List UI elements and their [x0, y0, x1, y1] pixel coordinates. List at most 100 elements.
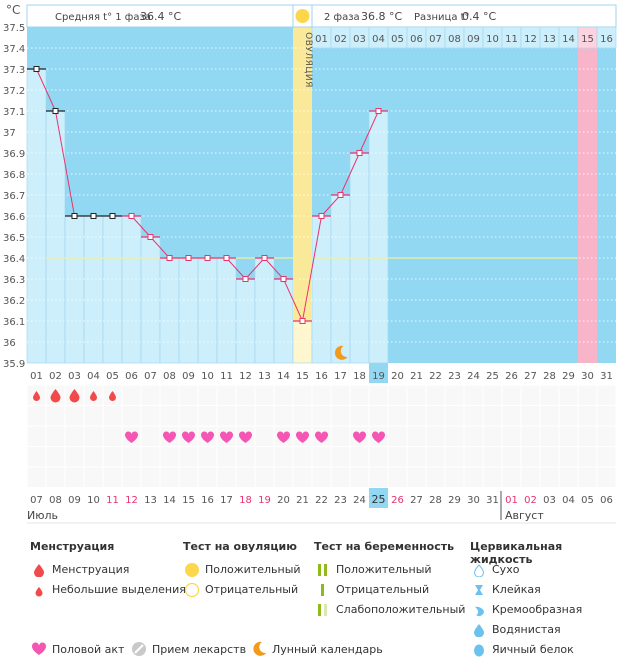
cycle-day-label: 15	[296, 371, 309, 382]
calendar-date-label: 12	[125, 495, 138, 506]
calendar-date-label: 31	[486, 495, 499, 506]
phase1-label: Средняя t° 1 фаза	[55, 12, 151, 23]
cycle-day-label: 19	[372, 371, 385, 382]
temperature-point	[375, 108, 382, 114]
heart-icon	[238, 431, 253, 443]
temperature-point	[109, 213, 116, 219]
blood-drop-icon	[30, 562, 48, 578]
legend-item: Небольшие выделения	[30, 580, 186, 600]
calendar-date-label: 28	[429, 495, 442, 506]
luteal-day-label: 02	[334, 34, 347, 45]
legend-cervical-fluid: Цервикальная жидкость Сухо Клейкая Кремо…	[470, 540, 626, 660]
temperature-bar	[197, 257, 218, 364]
current-day-highlight	[369, 363, 388, 383]
temperature-point	[299, 318, 306, 324]
cycle-day-label: 23	[448, 371, 461, 382]
luteal-day-label: 03	[353, 34, 366, 45]
cycle-day-label: 20	[391, 371, 404, 382]
ovulation-positive-icon	[295, 9, 310, 23]
legend-label: Отрицательный	[205, 583, 299, 596]
phase1-value: 36.4 °C	[140, 10, 181, 23]
luteal-day-label: 07	[429, 34, 442, 45]
cycle-day-label: 11	[220, 371, 233, 382]
luteal-day-label: 16	[600, 34, 613, 45]
calendar-date-label: 30	[467, 495, 480, 506]
legend-label: Лунный календарь	[272, 642, 383, 656]
cycle-day-label: 07	[144, 371, 157, 382]
calendar-date-label: 15	[182, 495, 195, 506]
temperature-point	[204, 255, 211, 261]
moon-icon	[334, 345, 348, 360]
legend-item: Яичный белок	[470, 640, 626, 660]
cycle-day-label: 22	[429, 371, 442, 382]
legend-label: Половой акт	[52, 642, 125, 656]
luteal-day-label: 01	[315, 34, 328, 45]
legend: Менструация Менструация Небольшие выделе…	[0, 540, 626, 657]
luteal-day-label: 09	[467, 34, 480, 45]
cycle-day-label: 14	[277, 371, 290, 382]
heart-icon	[352, 431, 367, 443]
dry-drop-icon	[470, 562, 488, 578]
temperature-point	[261, 255, 268, 261]
temperature-point	[337, 192, 344, 198]
legend-intercourse: Половой акт	[30, 641, 124, 657]
legend-label: Менструация	[52, 563, 130, 576]
cycle-day-label: 30	[581, 371, 594, 382]
cycle-day-label: 16	[315, 371, 328, 382]
cycle-day-label: 01	[30, 371, 43, 382]
legend-title: Цервикальная жидкость	[470, 540, 563, 566]
temperature-point	[147, 234, 154, 240]
temperature-point	[71, 213, 78, 219]
legend-label: Небольшие выделения	[52, 583, 186, 596]
legend-item: Водянистая	[470, 620, 626, 640]
luteal-day-label: 05	[391, 34, 404, 45]
cycle-day-label: 08	[163, 371, 176, 382]
temperature-bar	[254, 257, 275, 364]
calendar-date-label: 26	[391, 495, 404, 506]
y-tick-label: 37.5	[3, 23, 25, 34]
expected-period-column	[578, 5, 597, 363]
luteal-day-cell	[596, 26, 617, 49]
calendar-date-label: 10	[87, 495, 100, 506]
negative-circle-icon	[183, 582, 201, 598]
legend-moon: Лунный календарь	[250, 641, 383, 657]
diff-label: Разница t°	[414, 12, 470, 23]
temperature-bar	[159, 257, 180, 364]
one-line-icon	[314, 582, 332, 598]
cycle-day-label: 13	[258, 371, 271, 382]
calendar-date-label: 23	[334, 495, 347, 506]
luteal-day-label: 04	[372, 34, 385, 45]
phase2-value: 36.8 °C	[361, 10, 402, 23]
calendar-date-label: 19	[258, 495, 271, 506]
watery-drop-icon	[470, 622, 488, 638]
heart-icon	[200, 431, 215, 443]
calendar-date-label: 01	[505, 495, 518, 506]
phase2-label: 2 фаза	[324, 12, 360, 23]
calendar-date-label: 07	[30, 495, 43, 506]
calendar-date-label: 04	[562, 495, 575, 506]
temperature-bar	[178, 257, 199, 364]
temperature-bar	[102, 215, 123, 364]
luteal-day-label: 10	[486, 34, 499, 45]
y-tick-label: 36.4	[3, 254, 25, 265]
temperature-bar	[64, 215, 85, 364]
legend-item: Слабоположительный	[314, 600, 465, 620]
calendar-date-label: 13	[144, 495, 157, 506]
month-label-august: Август	[505, 509, 544, 522]
legend-item: Клейкая	[470, 580, 626, 600]
cycle-day-label: 06	[125, 371, 138, 382]
legend-pregnancy-test: Тест на беременность Положительный Отриц…	[314, 540, 465, 620]
heart-icon	[30, 641, 48, 657]
legend-label: Кремообразная	[492, 603, 583, 616]
temperature-point	[90, 213, 97, 219]
y-tick-label: 36.7	[3, 191, 25, 202]
calendar-date-label: 21	[296, 495, 309, 506]
spotting-drop-icon	[33, 391, 40, 402]
legend-label: Яичный белок	[492, 643, 574, 656]
ovulation-label: ОВУЛЯЦИЯ	[303, 32, 313, 88]
y-tick-label: 36	[3, 338, 16, 349]
faint-line-icon	[314, 602, 332, 618]
cycle-day-label: 18	[353, 371, 366, 382]
calendar-date-label: 20	[277, 495, 290, 506]
